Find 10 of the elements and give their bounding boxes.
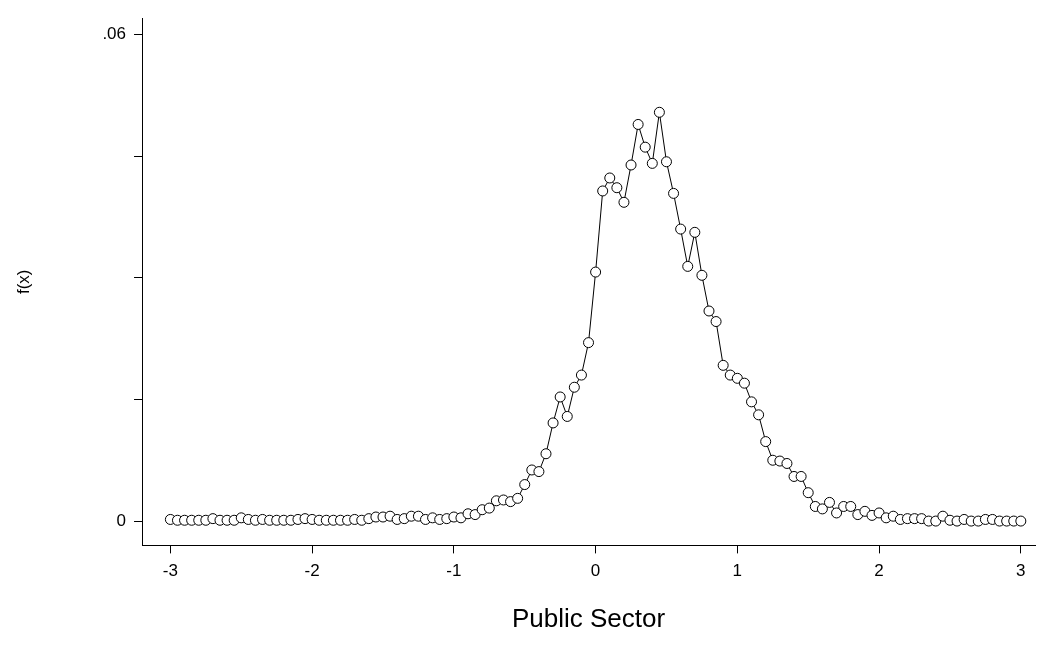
x-tick-label: -1 <box>446 561 462 581</box>
x-tick-label: 1 <box>732 561 743 581</box>
x-tick-label: -3 <box>162 561 178 581</box>
x-tick-label: 2 <box>874 561 884 581</box>
x-tick-label: 3 <box>1016 561 1026 581</box>
x-tick-label: 0 <box>590 561 601 581</box>
x-tick-label: -2 <box>304 561 320 581</box>
x-axis-title: Public Sector <box>511 602 666 633</box>
y-tick-label: .06 <box>102 24 127 44</box>
y-axis-title: f(x) <box>13 269 33 295</box>
